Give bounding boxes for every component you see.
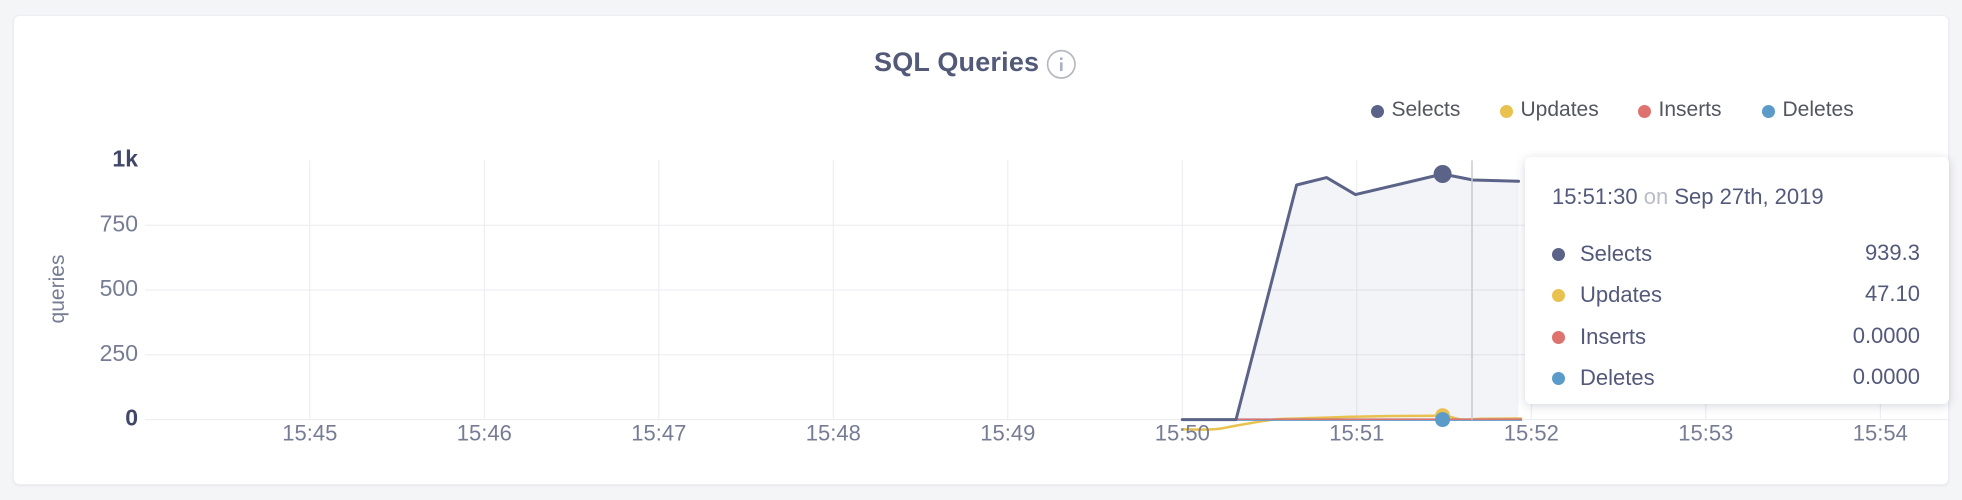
svg-text:0: 0 bbox=[125, 405, 138, 431]
svg-text:15:46: 15:46 bbox=[457, 420, 512, 445]
svg-text:15:51: 15:51 bbox=[1329, 420, 1384, 445]
svg-text:15:50: 15:50 bbox=[1155, 420, 1210, 445]
svg-text:15:45: 15:45 bbox=[282, 420, 337, 445]
svg-text:15:48: 15:48 bbox=[806, 420, 861, 445]
svg-text:15:53: 15:53 bbox=[1678, 420, 1733, 445]
svg-text:15:47: 15:47 bbox=[631, 420, 686, 445]
svg-text:250: 250 bbox=[100, 340, 138, 366]
svg-text:1k: 1k bbox=[112, 146, 138, 171]
svg-text:15:52: 15:52 bbox=[1504, 420, 1559, 445]
svg-text:15:54: 15:54 bbox=[1853, 420, 1908, 445]
svg-text:500: 500 bbox=[100, 275, 138, 301]
svg-text:750: 750 bbox=[100, 210, 138, 236]
svg-text:queries: queries bbox=[46, 255, 69, 324]
svg-text:15:49: 15:49 bbox=[980, 420, 1035, 445]
